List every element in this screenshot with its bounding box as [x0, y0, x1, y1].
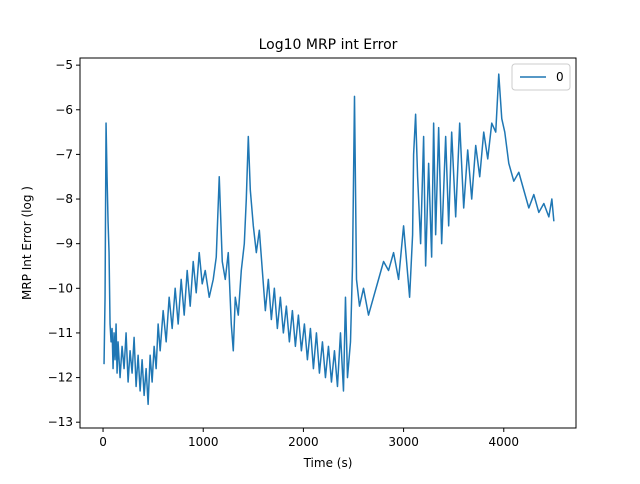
y-tick-label: −6 [55, 103, 73, 117]
y-tick-label: −7 [55, 147, 73, 161]
plot-frame [79, 57, 577, 429]
y-tick-label: −13 [48, 415, 73, 429]
y-tick-label: −5 [55, 58, 73, 72]
x-tick-label: 1000 [188, 435, 219, 449]
chart-title: Log10 MRP int Error [259, 37, 398, 53]
x-tick-label: 4000 [488, 435, 519, 449]
y-tick-label: −12 [48, 371, 73, 385]
x-tick-label: 2000 [288, 435, 319, 449]
y-axis-label: MRP Int Error (log ) [20, 186, 34, 300]
y-tick-label: −8 [55, 192, 73, 206]
x-axis-label: Time (s) [303, 456, 353, 470]
x-tick-label: 0 [99, 435, 107, 449]
data-line [103, 73, 555, 406]
y-tick-label: −9 [55, 237, 73, 251]
y-tick-label: −10 [48, 281, 73, 295]
x-tick-label: 3000 [388, 435, 419, 449]
y-tick-label: −11 [48, 326, 73, 340]
legend-label: 0 [556, 70, 564, 84]
